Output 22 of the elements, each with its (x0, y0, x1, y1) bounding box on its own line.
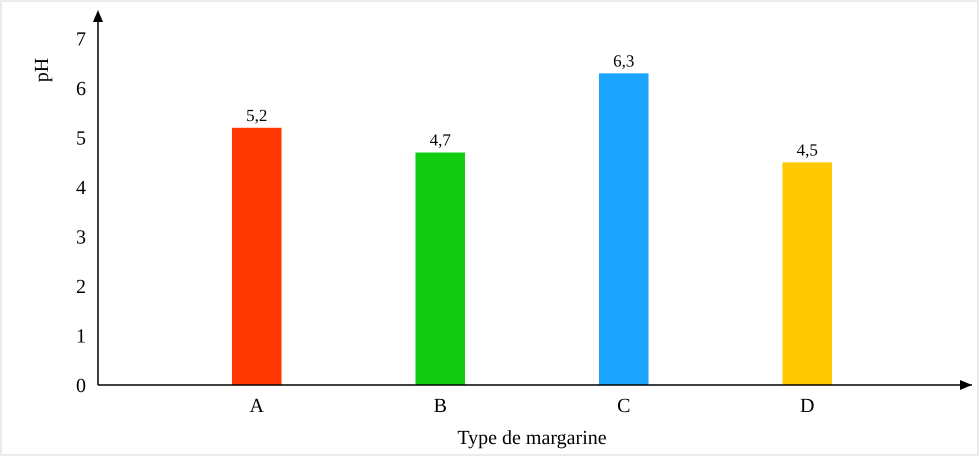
data-label: 6,3 (613, 51, 634, 70)
bar (782, 162, 832, 385)
bar (415, 152, 466, 385)
bar (598, 73, 649, 385)
y-tick-label: 7 (76, 28, 86, 51)
x-tick-label: C (617, 395, 630, 417)
y-tick-label: 2 (76, 276, 86, 298)
y-tick-label: 0 (76, 375, 86, 397)
y-tick-label: 1 (76, 326, 86, 348)
y-tick-label: 5 (76, 128, 86, 150)
y-tick-label: 3 (76, 226, 86, 249)
x-tick-label: B (434, 395, 447, 417)
y-tick-label: 6 (76, 78, 86, 100)
bar (232, 128, 282, 385)
data-label: 5,2 (246, 106, 268, 125)
x-tick-label: D (800, 395, 814, 417)
y-tick-label: 4 (76, 177, 86, 200)
y-axis-title: pH (31, 58, 53, 82)
data-label: 4,7 (430, 130, 452, 150)
x-axis-title: Type de margarine (457, 427, 607, 449)
data-label: 4,5 (796, 140, 818, 160)
x-tick-label: A (250, 395, 265, 417)
